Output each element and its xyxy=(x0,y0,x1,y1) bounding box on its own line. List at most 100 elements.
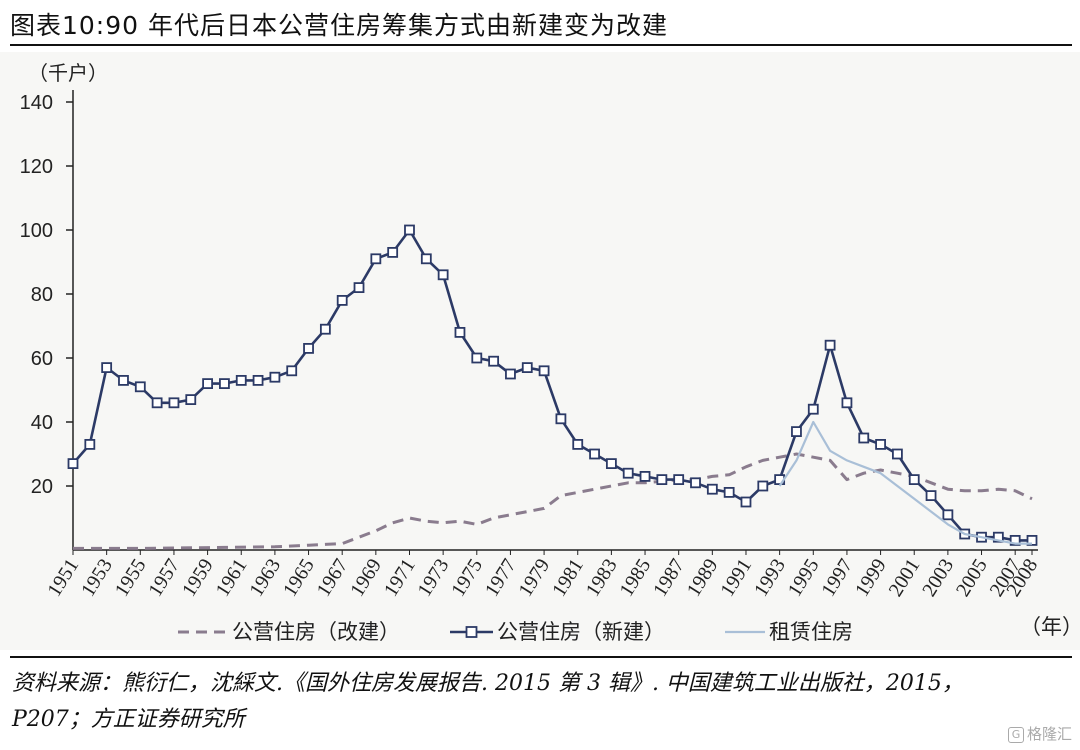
x-tick-label: 2001 xyxy=(885,555,925,601)
data-point-marker xyxy=(505,368,516,380)
chart-title: 图表10:90 年代后日本公营住房筹集方式由新建变为改建 xyxy=(10,11,668,40)
legend-label-1: 公营住房（新建） xyxy=(497,620,665,644)
x-tick-label: 1985 xyxy=(615,555,655,601)
watermark: G 格隆汇 xyxy=(1007,723,1072,744)
x-tick-label: 1965 xyxy=(279,555,319,601)
x-tick-label: 1955 xyxy=(111,555,151,601)
data-point-marker xyxy=(387,246,399,258)
y-tick-label: 100 xyxy=(20,220,53,242)
data-point-marker xyxy=(706,483,718,495)
legend-marker xyxy=(465,626,478,638)
data-point-marker xyxy=(252,374,264,386)
data-point-marker xyxy=(1026,534,1038,546)
data-point-marker xyxy=(488,355,500,367)
data-point-marker xyxy=(84,438,96,450)
x-tick-label: 1981 xyxy=(548,555,588,601)
data-point-marker xyxy=(875,438,886,450)
x-tick-label: 1959 xyxy=(178,555,218,601)
data-point-marker xyxy=(841,397,853,409)
x-tick-label: 1971 xyxy=(380,555,420,601)
x-tick-label: 1967 xyxy=(313,555,353,601)
legend-label-0: 公营住房（改建） xyxy=(232,620,400,644)
data-point-marker xyxy=(925,490,937,502)
data-point-marker xyxy=(420,253,432,265)
data-point-marker xyxy=(202,378,213,390)
y-tick-label: 120 xyxy=(20,156,53,178)
data-point-marker xyxy=(622,467,634,479)
data-point-marker xyxy=(353,282,365,294)
data-point-marker xyxy=(757,480,769,492)
x-tick-label: 1961 xyxy=(212,555,252,601)
data-point-marker xyxy=(791,426,802,438)
x-tick-label: 1993 xyxy=(750,555,790,601)
data-point-marker xyxy=(555,413,567,425)
data-point-marker xyxy=(219,378,230,390)
data-point-marker xyxy=(858,432,870,444)
data-point-marker xyxy=(740,496,752,508)
data-point-marker xyxy=(471,352,483,364)
x-tick-label: 1999 xyxy=(851,555,891,601)
data-point-marker xyxy=(656,474,668,486)
x-tick-label: 1979 xyxy=(514,555,554,601)
data-point-marker xyxy=(572,438,584,450)
x-tick-label: 1969 xyxy=(346,555,386,601)
data-point-marker xyxy=(370,253,382,265)
x-tick-label: 1987 xyxy=(649,555,689,601)
data-point-marker xyxy=(151,397,163,409)
data-point-marker xyxy=(723,486,735,498)
source-divider xyxy=(10,656,1072,658)
data-point-marker xyxy=(303,342,314,354)
data-point-marker xyxy=(892,448,903,460)
data-point-marker xyxy=(992,531,1004,543)
y-tick-label: 40 xyxy=(31,412,53,434)
data-point-marker xyxy=(319,323,331,335)
x-tick-label: 1953 xyxy=(77,555,117,601)
title-divider xyxy=(10,44,1072,46)
x-tick-label: 1983 xyxy=(582,555,622,601)
data-point-marker xyxy=(605,458,617,470)
watermark-text: 格隆汇 xyxy=(1026,725,1072,743)
x-tick-label: 1951 xyxy=(43,555,83,601)
x-tick-label: 1989 xyxy=(683,555,723,601)
x-axis-unit: （年） xyxy=(1020,615,1080,639)
series-line-0 xyxy=(73,452,1033,550)
data-point-marker xyxy=(942,509,954,521)
data-point-marker xyxy=(454,326,466,338)
x-tick-label: 2005 xyxy=(952,555,992,601)
data-point-marker xyxy=(404,224,415,236)
data-point-marker xyxy=(235,374,247,386)
line-chart: （千户） 20 40 60 80 100 120 140 1951195319551957195… xyxy=(20,61,1080,644)
legend-label-2: 租赁住房 xyxy=(769,620,853,644)
x-tick-label: 1991 xyxy=(716,555,756,601)
data-point-marker xyxy=(118,374,129,386)
y-axis-unit: （千户） xyxy=(28,61,108,85)
data-point-marker xyxy=(589,448,600,460)
data-point-marker xyxy=(690,477,701,489)
data-point-marker xyxy=(673,474,685,486)
data-point-marker xyxy=(269,371,281,383)
y-tick-label: 60 xyxy=(31,348,53,370)
data-point-marker xyxy=(185,394,197,406)
x-tick-label: 1973 xyxy=(414,555,454,601)
x-tick-label: 1977 xyxy=(481,555,521,601)
data-point-marker xyxy=(807,403,819,415)
y-tick-label: 20 xyxy=(31,476,53,498)
data-point-marker xyxy=(336,294,348,306)
x-tick-label: 1963 xyxy=(245,555,285,601)
data-point-marker xyxy=(437,269,449,281)
data-point-marker xyxy=(639,470,651,482)
data-point-marker xyxy=(824,339,836,351)
data-point-marker xyxy=(168,397,180,409)
y-tick-label: 140 xyxy=(20,92,53,114)
data-point-marker xyxy=(1009,534,1021,546)
watermark-logo-icon: G xyxy=(1007,726,1024,743)
x-tick-label: 1975 xyxy=(447,555,487,601)
x-tick-label: 1995 xyxy=(784,555,824,601)
y-tick-label: 80 xyxy=(31,284,53,306)
x-tick-label: 1957 xyxy=(144,555,184,601)
x-tick-label: 2003 xyxy=(918,555,958,601)
source-note: 资料来源：熊衍仁，沈綵文.《国外住房发展报告. 2015 第 3 辑》. 中国建… xyxy=(12,671,964,732)
series-line-1 xyxy=(72,228,1032,542)
series-line-2 xyxy=(778,420,1032,545)
data-point-marker xyxy=(101,362,113,374)
